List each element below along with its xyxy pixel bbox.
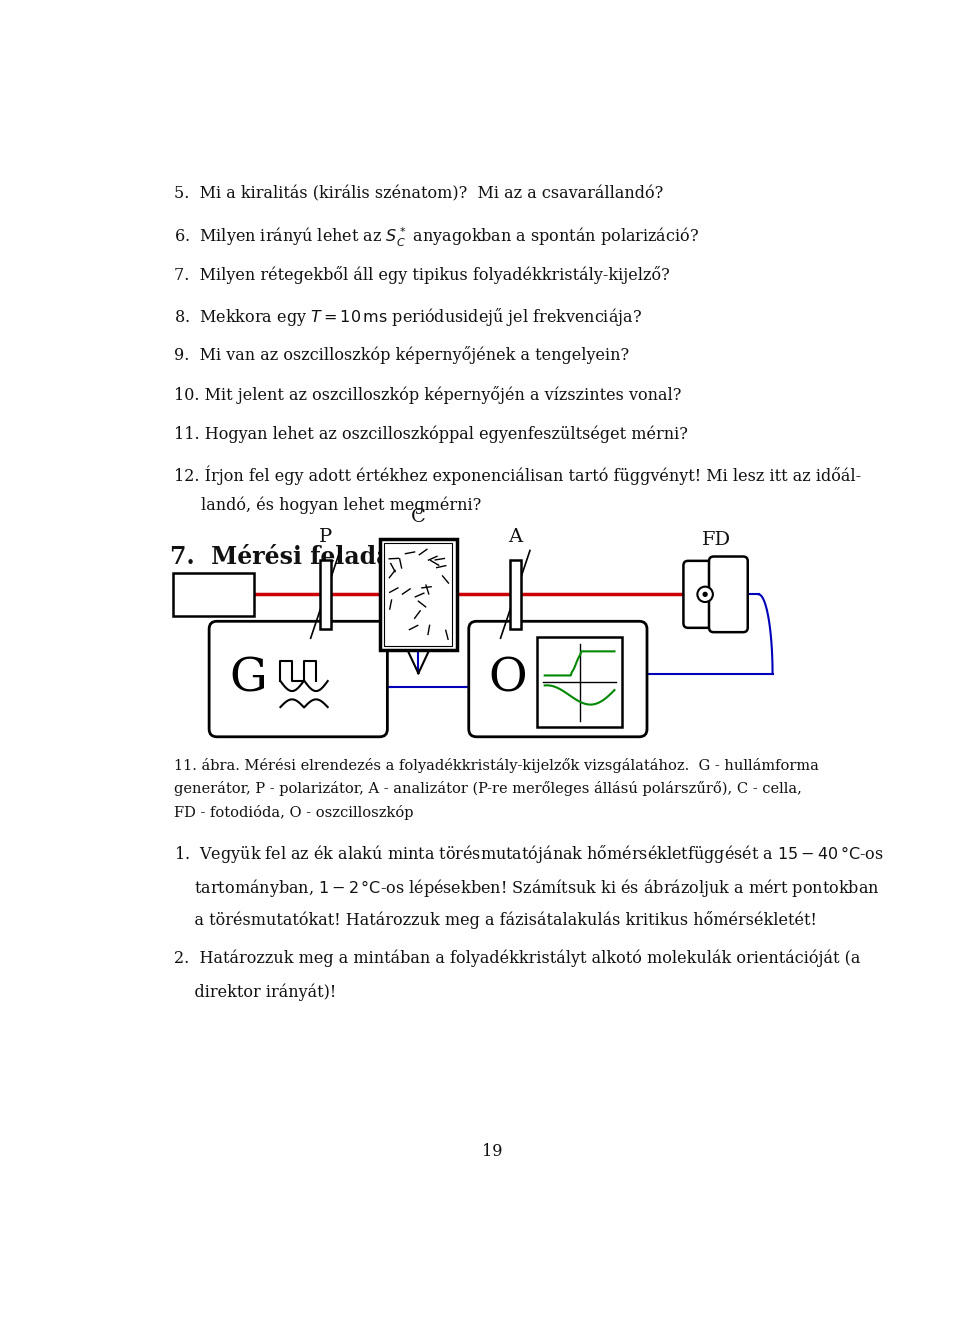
FancyBboxPatch shape <box>468 621 647 737</box>
Bar <box>510 560 520 629</box>
Text: 6.  Milyen irányú lehet az $S^*_C$ anyagokban a spontán polarizáció?: 6. Milyen irányú lehet az $S^*_C$ anyago… <box>175 226 700 248</box>
Text: 5.  Mi a kiralitás (királis szénatom)?  Mi az a csavarállandó?: 5. Mi a kiralitás (királis szénatom)? Mi… <box>175 185 663 202</box>
Text: a törésmutatókat! Határozzuk meg a fázisátalakulás kritikus hőmérsékletét!: a törésmutatókat! Határozzuk meg a fázis… <box>175 911 817 929</box>
Text: P: P <box>319 528 332 546</box>
Text: 10. Mit jelent az oszcilloszkóp képernyőjén a vízszintes vonal?: 10. Mit jelent az oszcilloszkóp képernyő… <box>175 386 682 404</box>
Text: 7.  Milyen rétegekből áll egy tipikus folyadékkristály-kijelző?: 7. Milyen rétegekből áll egy tipikus fol… <box>175 266 670 284</box>
Bar <box>384 543 452 646</box>
Text: 19: 19 <box>482 1143 502 1160</box>
Text: landó, és hogyan lehet megmérni?: landó, és hogyan lehet megmérni? <box>202 497 482 514</box>
Bar <box>379 539 457 650</box>
Text: tartományban, $1-2\,°\mathrm{C}$-os lépésekben! Számítsuk ki és ábrázoljuk a mér: tartományban, $1-2\,°\mathrm{C}$-os lépé… <box>175 877 879 900</box>
Bar <box>320 560 331 629</box>
Circle shape <box>703 592 708 596</box>
Text: 7.  Mérési feladatok: 7. Mérési feladatok <box>170 544 435 569</box>
Text: FD: FD <box>702 531 732 548</box>
Text: C: C <box>411 509 426 526</box>
FancyBboxPatch shape <box>684 561 716 627</box>
Text: direktor irányát)!: direktor irányát)! <box>175 984 337 1001</box>
Text: G: G <box>229 657 267 701</box>
Bar <box>173 573 254 616</box>
Text: O: O <box>489 657 527 701</box>
FancyBboxPatch shape <box>209 621 388 737</box>
Text: A: A <box>508 528 522 546</box>
Text: 8.  Mekkora egy $T = 10\,\mathrm{ms}$ periódusidejű jel frekvenciája?: 8. Mekkora egy $T = 10\,\mathrm{ms}$ per… <box>175 305 642 328</box>
Text: 2.  Határozzuk meg a mintában a folyadékkristályt alkotó molekulák orientációját: 2. Határozzuk meg a mintában a folyadékk… <box>175 950 860 967</box>
Text: 11. ábra. Mérési elrendezés a folyadékkristály-kijelzők vizsgálatához.  G - hull: 11. ábra. Mérési elrendezés a folyadékkr… <box>175 758 819 773</box>
Text: Lézer: Lézer <box>190 585 236 602</box>
Text: 12. Írjon fel egy adott értékhez exponenciálisan tartó függvényt! Mi lesz itt az: 12. Írjon fel egy adott értékhez exponen… <box>175 466 861 485</box>
Text: generátor, P - polarizátor, A - analizátor (P-re merőleges állású polárszűrő), C: generátor, P - polarizátor, A - analizát… <box>175 782 803 797</box>
Circle shape <box>697 587 713 602</box>
FancyBboxPatch shape <box>709 556 748 633</box>
Text: 1.  Vegyük fel az ék alakú minta törésmutatójának hőmérsékletfüggését a $15-40\,: 1. Vegyük fel az ék alakú minta törésmut… <box>175 843 884 865</box>
FancyBboxPatch shape <box>537 638 622 727</box>
Text: FD - fotodióda, O - oszcilloszkóp: FD - fotodióda, O - oszcilloszkóp <box>175 804 414 819</box>
Text: 9.  Mi van az oszcilloszkóp képernyőjének a tengelyein?: 9. Mi van az oszcilloszkóp képernyőjének… <box>175 346 630 363</box>
Text: 11. Hogyan lehet az oszcilloszkóppal egyenfeszültséget mérni?: 11. Hogyan lehet az oszcilloszkóppal egy… <box>175 425 688 444</box>
